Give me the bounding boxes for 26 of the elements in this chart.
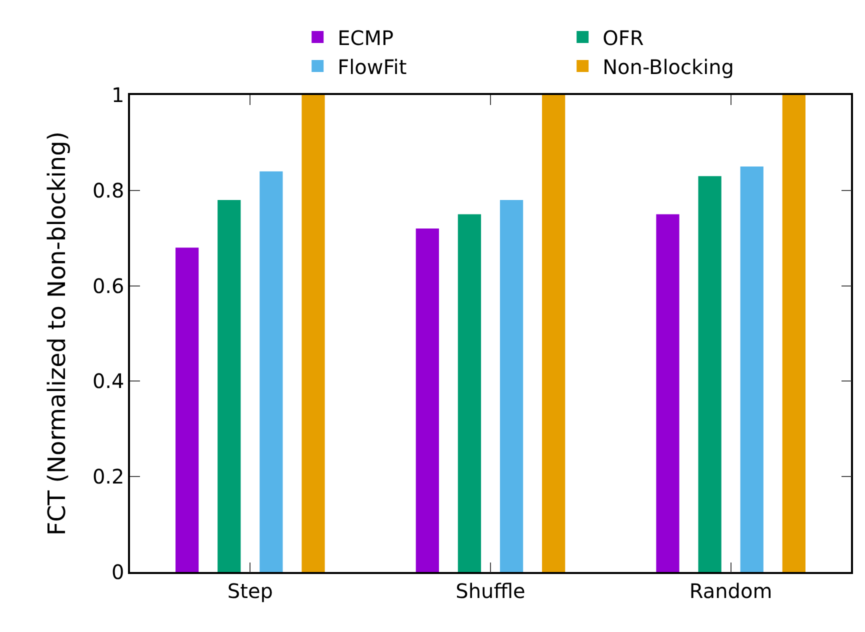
bar <box>458 214 482 572</box>
y-tick-label: 0.2 <box>92 464 124 489</box>
bar <box>302 95 325 572</box>
legend-label: OFR <box>602 26 644 50</box>
y-tick-label: 0.4 <box>92 369 124 394</box>
bar <box>740 166 764 572</box>
bar <box>500 200 524 572</box>
y-tick-label: 0 <box>112 560 124 584</box>
y-axis-title: FCT (Normalized to Non-blocking) <box>43 131 72 536</box>
x-tick-label: Shuffle <box>456 578 526 603</box>
x-tick-label: Random <box>689 578 772 603</box>
bar <box>698 176 722 572</box>
x-tick-label: Step <box>227 578 273 603</box>
legend-label: Non-Blocking <box>602 54 734 79</box>
bar <box>176 248 199 572</box>
bar <box>260 171 283 572</box>
y-tick-label: 0.6 <box>92 274 124 298</box>
bar <box>218 200 241 572</box>
bar <box>782 95 806 572</box>
y-tick-label: 1 <box>112 83 124 107</box>
bar <box>542 95 566 572</box>
legend-label: FlowFit <box>338 54 407 79</box>
y-tick-label: 0.8 <box>92 178 124 202</box>
bar <box>416 228 439 572</box>
legend-label: ECMP <box>338 26 394 50</box>
bar <box>656 214 680 572</box>
